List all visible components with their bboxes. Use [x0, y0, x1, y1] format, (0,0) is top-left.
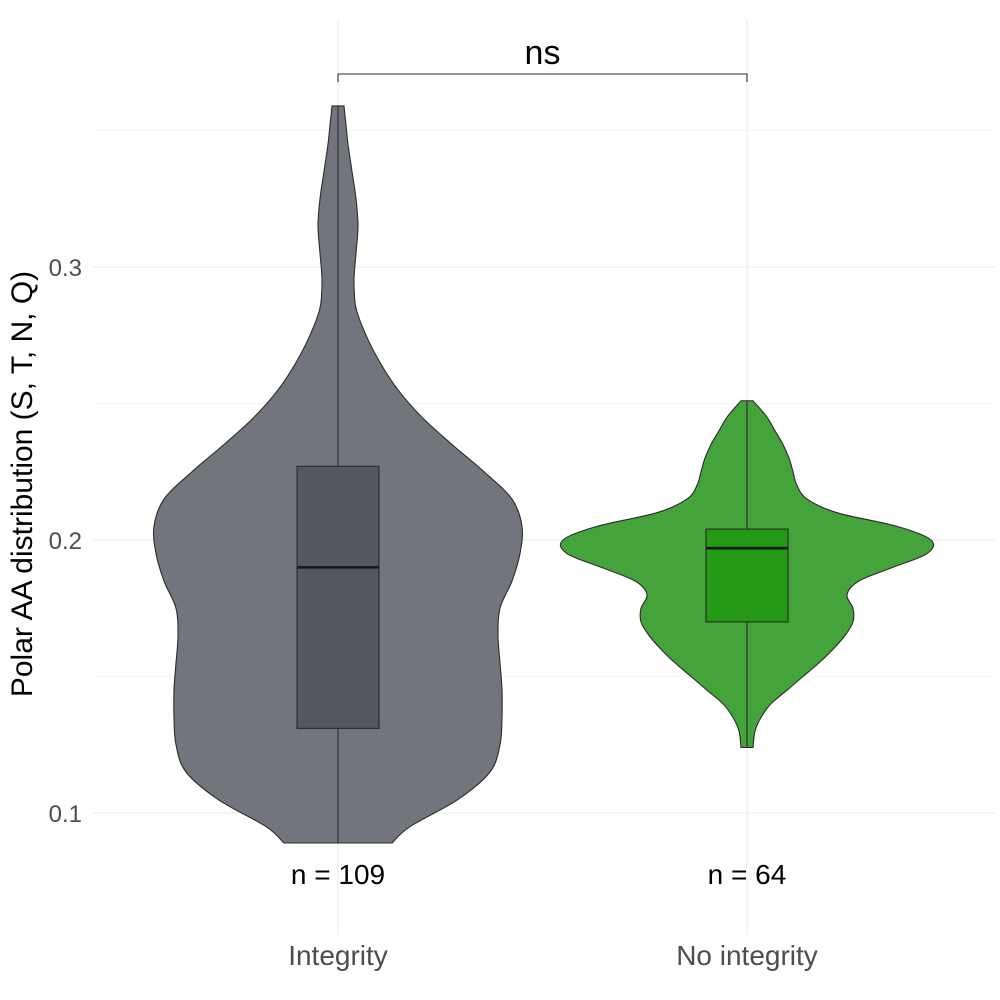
significance-bracket: [337, 73, 748, 82]
y-tick-label: 0.2: [49, 528, 82, 555]
significance-label: ns: [525, 34, 561, 72]
violins: [152, 105, 935, 844]
sample-size-label: n = 109: [291, 859, 385, 890]
box-iqr: [296, 465, 380, 729]
sample-size-label: n = 64: [708, 859, 787, 890]
y-axis-title: Polar AA distribution (S, T, N, Q): [6, 271, 39, 697]
boxplots: [296, 105, 789, 844]
box-iqr: [705, 528, 789, 623]
chart-labels: 0.1 0.2 0.3 Polar AA distribution (S, T, N,…: [6, 255, 818, 971]
x-tick-label: No integrity: [676, 940, 818, 971]
y-tick-label: 0.3: [49, 255, 82, 282]
y-tick-label: 0.1: [49, 801, 82, 828]
x-tick-label: Integrity: [288, 940, 388, 971]
significance-annotation: ns: [337, 34, 748, 82]
